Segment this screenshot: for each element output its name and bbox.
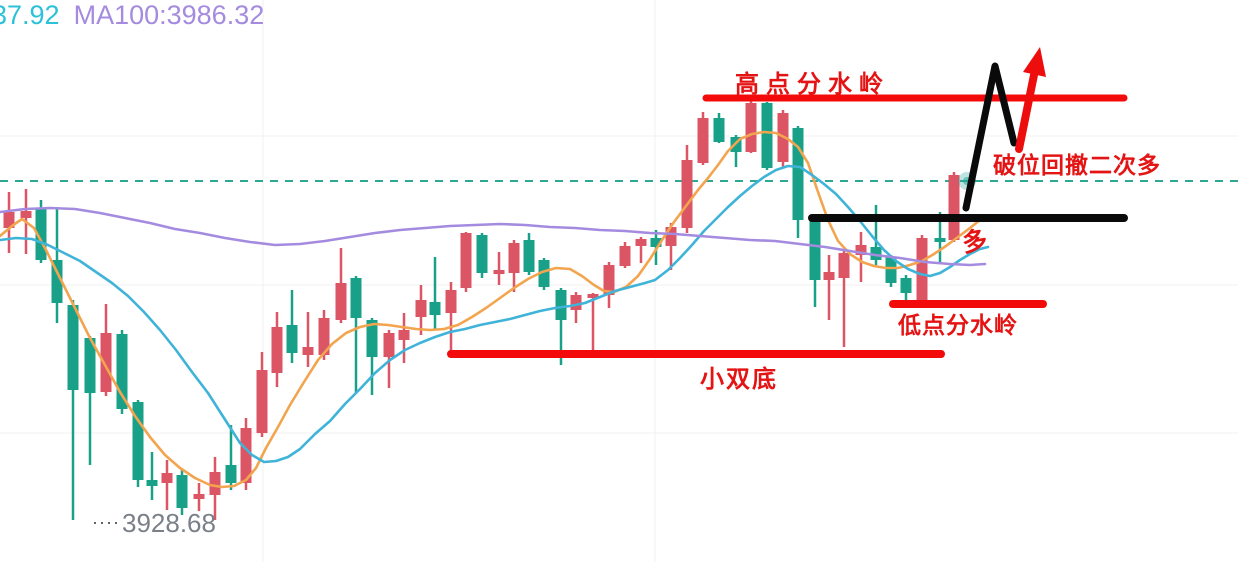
candle-body xyxy=(366,320,378,357)
candle-body xyxy=(350,278,362,318)
candle-body xyxy=(635,239,647,246)
ma-fast-value: 37.92 xyxy=(0,0,60,30)
candle-body xyxy=(100,333,112,392)
candle-body xyxy=(761,103,773,168)
candle-body xyxy=(240,428,252,483)
candle-body xyxy=(445,290,457,313)
candle-body xyxy=(271,327,283,373)
candle-body xyxy=(460,233,472,288)
low-price-label: ····3928.68 xyxy=(92,508,216,539)
candle-body xyxy=(523,240,535,272)
candle-body xyxy=(209,472,221,495)
candle-body xyxy=(429,302,441,315)
candle-body xyxy=(225,465,237,483)
candle-body xyxy=(934,238,946,242)
candle-body xyxy=(570,295,582,310)
dotted-leader: ···· xyxy=(92,512,120,532)
candle-body xyxy=(508,243,520,273)
candle-body xyxy=(493,270,505,274)
candle-body xyxy=(116,334,128,409)
MA100-purple-line xyxy=(0,206,987,267)
MA-mid-cyan-line xyxy=(0,164,990,464)
candle-body xyxy=(415,300,427,317)
candle-body xyxy=(146,480,158,486)
candle-body xyxy=(619,246,631,266)
candle-body xyxy=(193,494,205,499)
candle-body xyxy=(3,212,15,228)
annotation-breakout-retest-label: 破位回撤二次多 xyxy=(993,152,1161,178)
candle-body xyxy=(948,175,960,240)
candle-body xyxy=(383,333,395,357)
candle-body xyxy=(745,103,757,152)
low-price-value: 3928.68 xyxy=(121,508,216,538)
candle-body xyxy=(335,283,347,320)
candle-body xyxy=(916,238,928,302)
candle-body xyxy=(603,265,615,295)
candle-body xyxy=(302,347,314,355)
candle-body xyxy=(885,257,897,283)
up-arrow-head xyxy=(1023,47,1046,77)
ma100-value: MA100:3986.32 xyxy=(73,0,265,30)
candle-body xyxy=(900,278,912,293)
candle-body xyxy=(650,238,662,247)
candle-body xyxy=(855,245,867,255)
breakout-zigzag xyxy=(962,62,1018,212)
candle-body xyxy=(161,473,173,483)
candle-body xyxy=(697,118,709,163)
MA-fast-orange-line xyxy=(0,130,982,489)
indicator-legend: 37.92 MA100:3986.32 xyxy=(0,0,278,31)
candle-body xyxy=(286,325,298,353)
candle-body xyxy=(538,260,550,287)
candle-body xyxy=(555,290,567,320)
candle-body xyxy=(809,218,821,280)
candle-body xyxy=(823,272,835,280)
candle-body xyxy=(870,247,882,260)
candle-body xyxy=(20,211,32,218)
candle-body xyxy=(665,227,677,246)
candle-body xyxy=(132,402,144,480)
candle-body xyxy=(256,370,268,433)
candle-body xyxy=(713,118,725,142)
candle-body xyxy=(176,475,188,508)
candle-body xyxy=(51,260,63,303)
candle-body xyxy=(35,209,47,260)
candle-body xyxy=(318,318,330,355)
candle-body xyxy=(587,294,599,298)
annotation-low-watershed-label: 低点分水岭 xyxy=(898,312,1018,338)
candle-body xyxy=(838,253,850,278)
annotation-double-bottom-label: 小双底 xyxy=(700,366,778,393)
candle-body xyxy=(681,160,693,228)
annotation-high-watershed-label: 高点分水岭 xyxy=(735,71,890,98)
candle-body xyxy=(792,128,804,220)
up-arrow-shaft xyxy=(1015,66,1039,153)
candle-body xyxy=(84,338,96,393)
candle-body xyxy=(476,235,488,273)
candle-body xyxy=(67,305,79,390)
candle-body xyxy=(398,330,410,340)
